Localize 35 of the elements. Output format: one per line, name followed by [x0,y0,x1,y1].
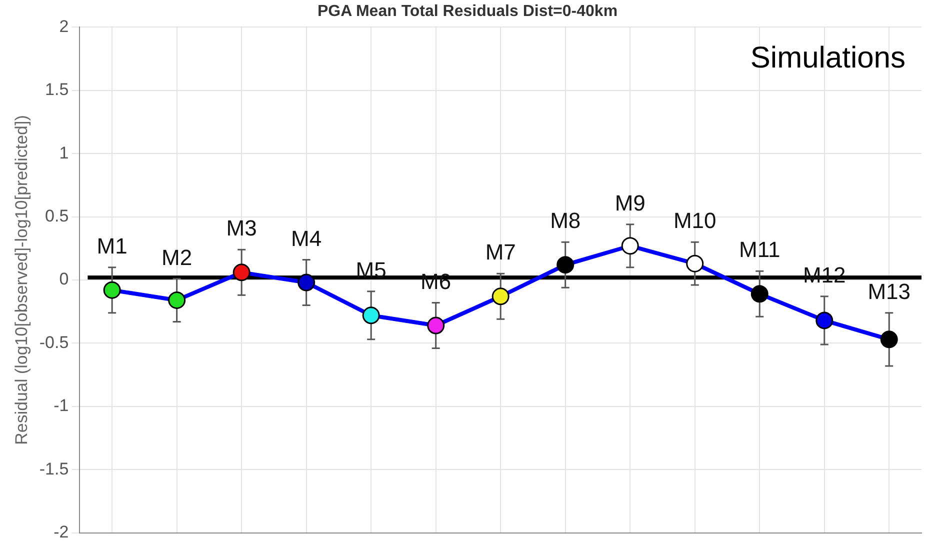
point [750,285,768,303]
point [556,256,574,274]
y-tick-label: -1.5 [39,459,69,478]
point [492,288,510,306]
annotation: M8 [550,208,581,234]
point [686,254,704,272]
point [298,274,316,292]
chart-title: PGA Mean Total Residuals Dist=0-40km [317,3,618,20]
point [232,264,250,282]
y-tick-label: 2 [59,16,69,36]
annotation: M3 [226,216,257,241]
annotation: M4 [291,226,322,251]
y-tick-label: -1 [54,396,69,416]
y-tick-label: 1.5 [45,80,69,100]
y-tick-label: 0.5 [45,206,69,226]
point [103,281,121,299]
annotation: M11 [739,237,780,262]
annotation: M13 [868,278,911,304]
point [816,312,834,330]
point [880,330,898,348]
annotation: M9 [614,190,646,216]
point [168,291,186,309]
y-tick-label: 1 [59,143,69,162]
y-tick-label: 0 [59,270,69,289]
y-tick-label: -0.5 [39,332,69,352]
point [621,237,639,255]
point [427,316,445,334]
annotation: M2 [162,244,192,270]
annotation: M1 [96,233,128,258]
y-tick-label: -2 [54,522,69,542]
point [362,306,380,324]
annotation: Simulations [750,41,906,74]
annotation: M10 [673,208,716,234]
annotation: M7 [485,240,516,265]
y-axis-title: Residual (log10[observed]-log10[predicted]) [12,115,31,445]
